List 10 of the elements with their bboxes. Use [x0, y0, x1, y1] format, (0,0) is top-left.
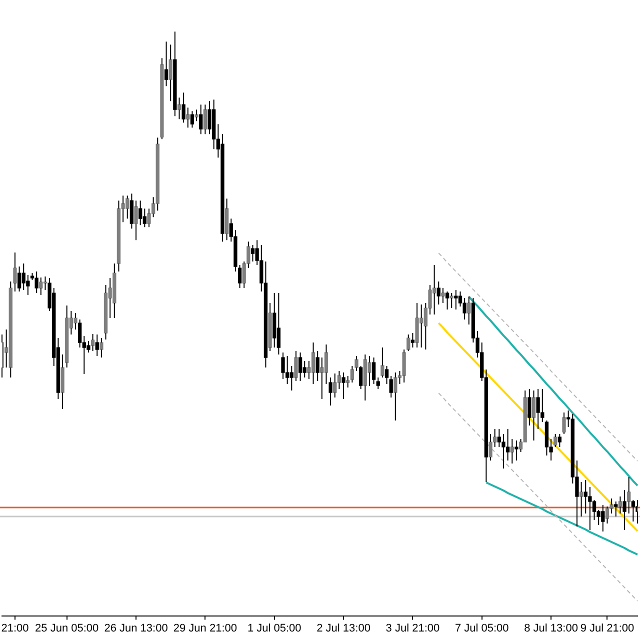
- x-tick-label: 21:00: [1, 622, 29, 634]
- x-tick-label: 7 Jul 05:00: [454, 622, 509, 634]
- x-tick-label: 29 Jun 21:00: [173, 622, 237, 634]
- x-tick-label: 3 Jul 21:00: [386, 622, 440, 634]
- x-tick-label: 8 Jul 13:00: [524, 622, 578, 634]
- x-tick-label: 9 Jul 21:00: [580, 622, 634, 634]
- x-tick-label: 26 Jun 13:00: [104, 622, 168, 634]
- x-tick-label: 25 Jun 05:00: [35, 622, 99, 634]
- x-tick-label: 2 Jul 13:00: [316, 622, 370, 634]
- x-tick-label: 1 Jul 05:00: [247, 622, 302, 634]
